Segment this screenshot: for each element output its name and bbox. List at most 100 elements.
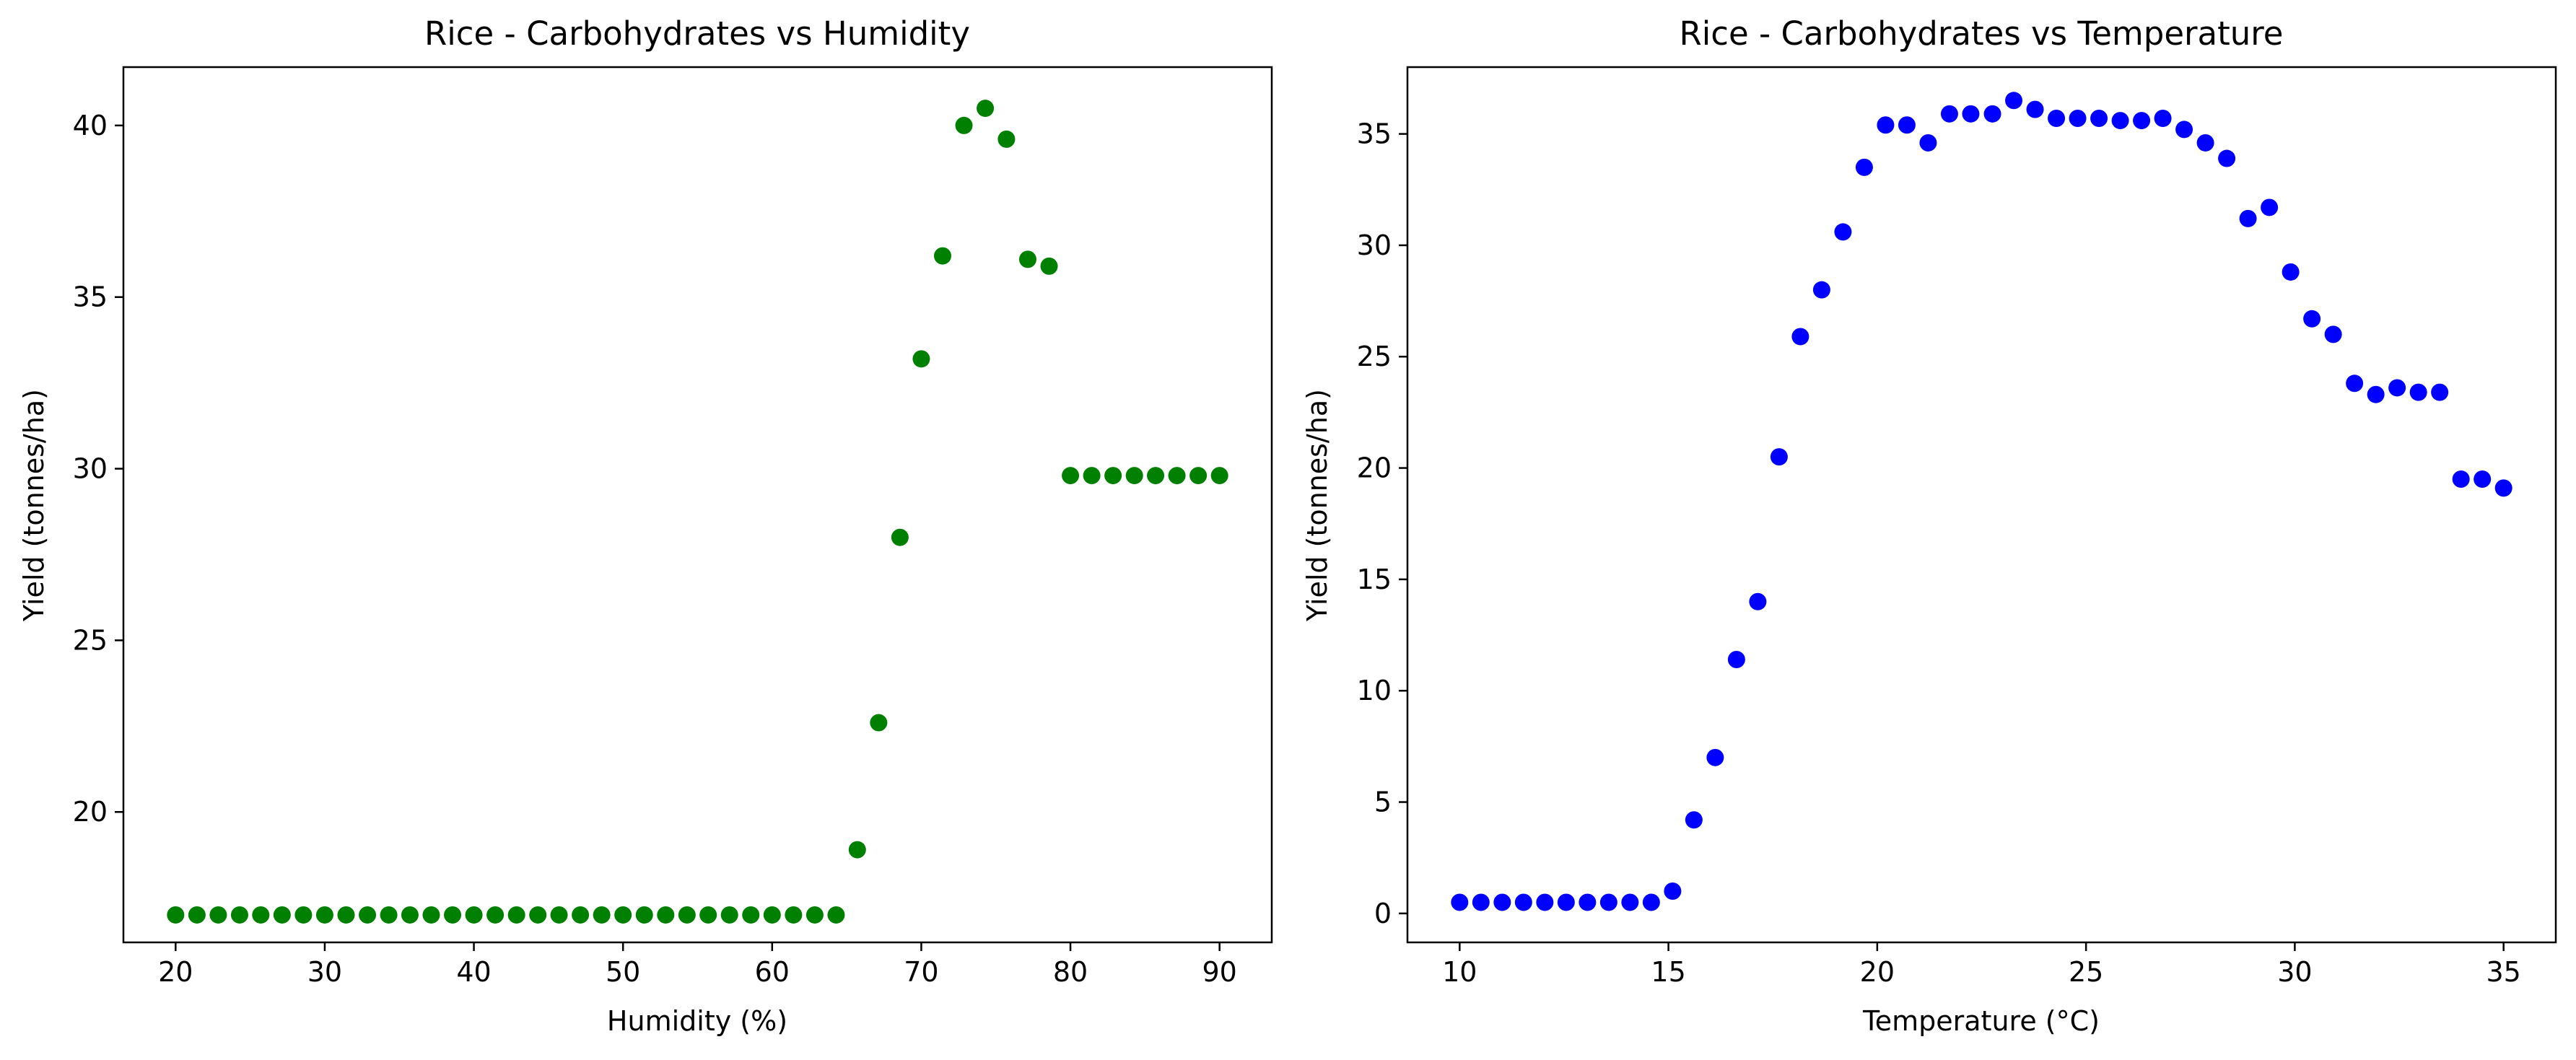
data-point	[1664, 882, 1682, 901]
data-point	[359, 906, 377, 924]
data-point	[315, 906, 333, 924]
data-point	[848, 841, 866, 859]
data-point	[1147, 467, 1165, 485]
data-point	[2175, 121, 2193, 139]
data-point	[1685, 811, 1703, 829]
plot-frame	[1406, 66, 2557, 944]
data-point	[2346, 374, 2364, 393]
data-point	[167, 906, 185, 924]
data-point	[2367, 385, 2385, 403]
x-tick-label: 60	[755, 956, 790, 988]
data-point	[2218, 149, 2236, 167]
x-axis-label-temperature: Temperature (°C)	[1862, 1005, 2100, 1037]
data-point	[337, 906, 355, 924]
data-point	[2005, 92, 2023, 110]
data-point	[1962, 105, 1980, 123]
x-tick-label: 25	[2069, 956, 2103, 988]
x-tick-label: 40	[456, 956, 491, 988]
data-point	[805, 906, 824, 924]
data-point	[1877, 116, 1895, 134]
data-point	[891, 528, 909, 546]
data-point	[422, 906, 440, 924]
data-point	[1749, 592, 1767, 610]
data-point	[230, 906, 248, 924]
data-point	[720, 906, 738, 924]
x-tick-label: 80	[1053, 956, 1088, 988]
data-point	[1557, 893, 1575, 911]
data-point	[614, 906, 632, 924]
data-point	[465, 906, 483, 924]
x-tick-label: 15	[1651, 956, 1685, 988]
data-point	[444, 906, 462, 924]
data-point	[273, 906, 291, 924]
data-point	[785, 906, 803, 924]
y-tick-label: 10	[1357, 675, 1392, 706]
plot-frame	[122, 66, 1273, 944]
y-tick-label: 0	[1374, 898, 1392, 929]
data-point	[1834, 223, 1852, 241]
data-point	[2239, 209, 2257, 227]
y-axis-label-humidity: Yield (tonnes/ha)	[18, 389, 50, 622]
y-tick-label: 25	[73, 624, 108, 656]
data-point	[2452, 470, 2470, 489]
tick-group: 20 30 40 50 60 70 80 90 20 25 30 35 40	[73, 110, 1237, 988]
y-tick-label: 15	[1357, 564, 1392, 595]
data-point	[2388, 379, 2406, 397]
data-point	[1940, 105, 1958, 123]
y-tick-label: 35	[1357, 118, 1392, 150]
x-tick-label: 10	[1442, 956, 1477, 988]
y-tick-label: 20	[1357, 452, 1392, 484]
x-axis-label-humidity: Humidity (%)	[607, 1005, 787, 1037]
data-point	[1536, 893, 1554, 911]
points-group	[1451, 92, 2512, 911]
data-point	[1706, 748, 1724, 766]
data-point	[1514, 893, 1532, 911]
data-point	[529, 906, 547, 924]
data-point	[827, 906, 845, 924]
data-point	[593, 906, 611, 924]
data-point	[2111, 112, 2129, 130]
data-point	[1125, 467, 1143, 485]
y-tick-label: 25	[1357, 341, 1392, 372]
chart-title-humidity: Rice - Carbohydrates vs Humidity	[424, 14, 970, 53]
x-tick-label: 30	[307, 956, 342, 988]
data-point	[2474, 470, 2492, 489]
data-point	[401, 906, 419, 924]
data-point	[2154, 109, 2172, 127]
data-point	[1040, 257, 1058, 275]
data-point	[572, 906, 590, 924]
data-point	[1083, 467, 1101, 485]
data-point	[2409, 383, 2427, 401]
data-point	[252, 906, 270, 924]
data-point	[1621, 893, 1639, 911]
data-point	[1599, 893, 1617, 911]
data-point	[550, 906, 568, 924]
data-point	[742, 906, 760, 924]
data-point	[870, 714, 888, 732]
data-point	[912, 350, 930, 368]
y-tick-label: 30	[73, 453, 108, 485]
x-tick-label: 30	[2277, 956, 2312, 988]
data-point	[977, 100, 995, 118]
data-point	[1472, 893, 1490, 911]
data-point	[2303, 310, 2321, 328]
y-tick-label: 40	[73, 110, 108, 141]
y-tick-label: 5	[1374, 787, 1392, 818]
points-group	[167, 100, 1228, 924]
data-point	[2261, 198, 2279, 216]
data-point	[1104, 467, 1122, 485]
data-point	[1791, 328, 1809, 346]
data-point	[997, 130, 1016, 148]
data-point	[763, 906, 781, 924]
data-point	[188, 906, 206, 924]
data-point	[955, 116, 973, 134]
data-point	[657, 906, 675, 924]
x-tick-label: 35	[2487, 956, 2521, 988]
data-point	[2048, 109, 2066, 127]
data-point	[1579, 893, 1597, 911]
data-point	[507, 906, 525, 924]
data-point	[2196, 133, 2214, 152]
data-point	[1210, 467, 1228, 485]
x-tick-label: 20	[1860, 956, 1895, 988]
